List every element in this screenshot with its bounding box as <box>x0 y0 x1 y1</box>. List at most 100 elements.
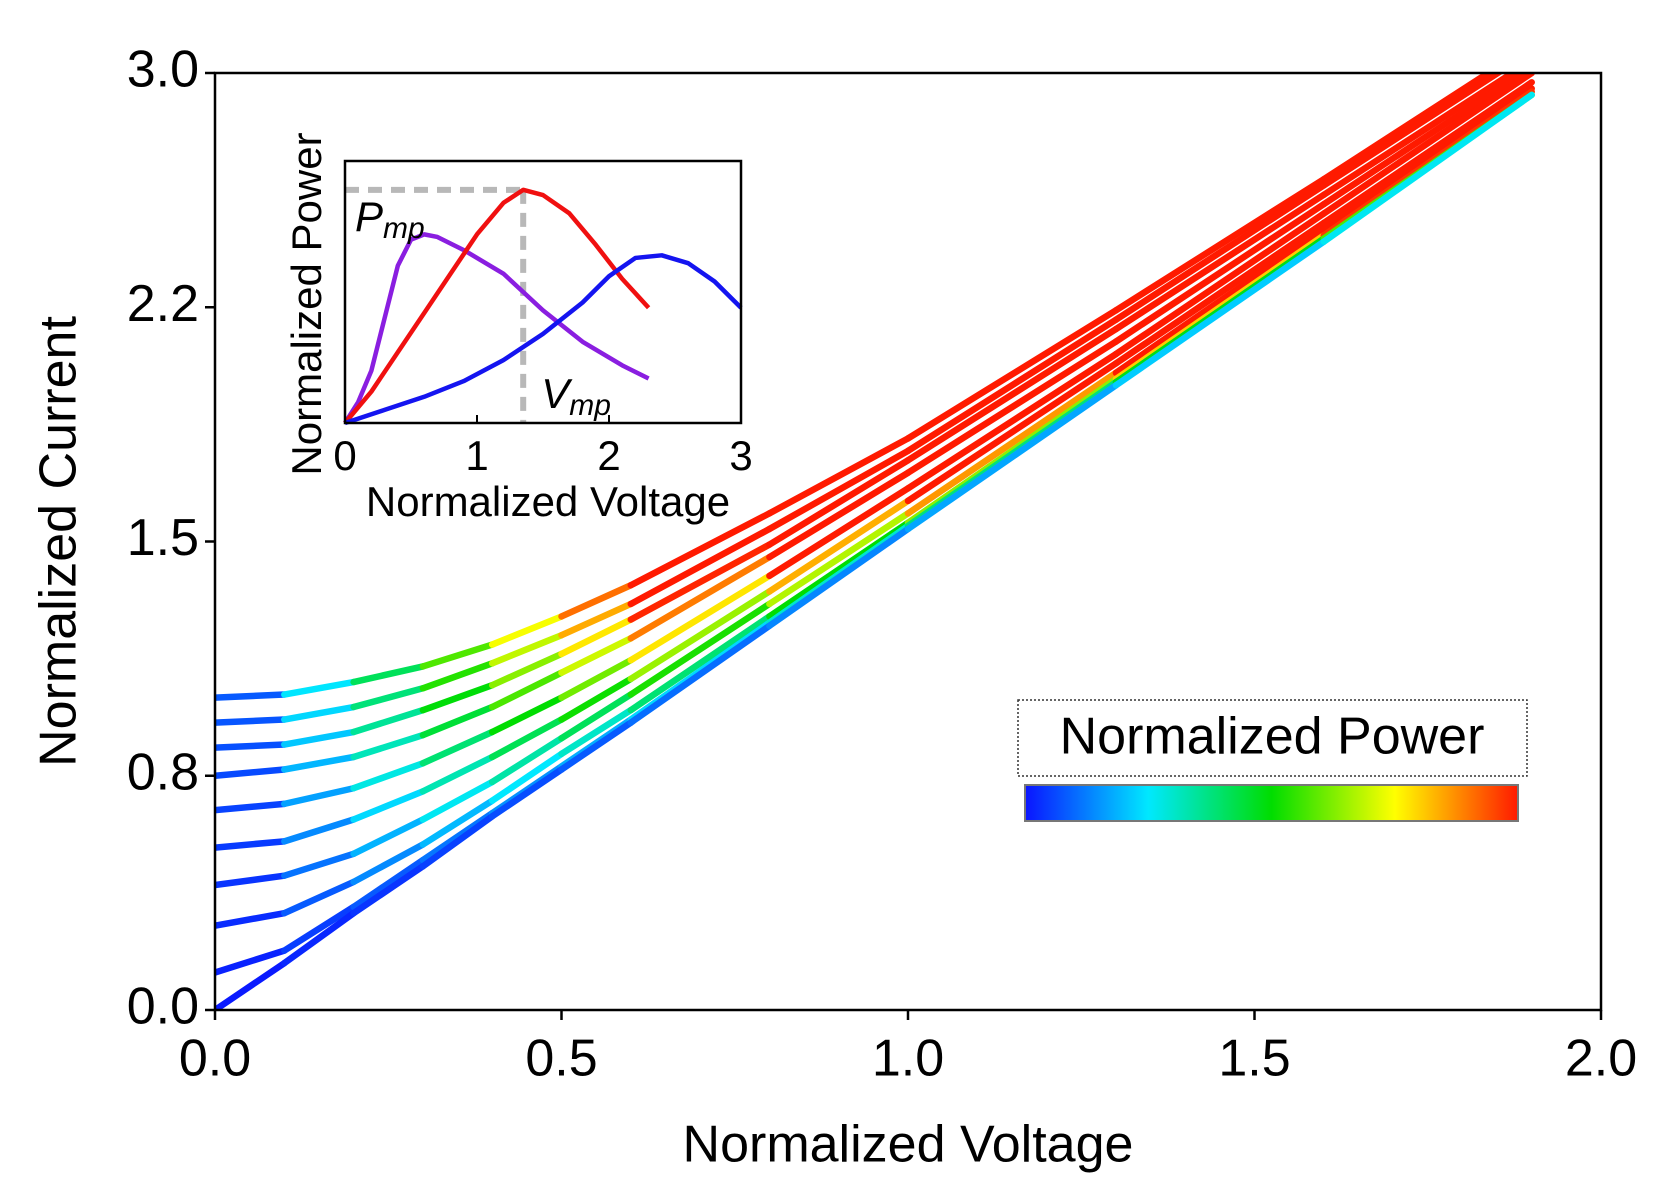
curve-segment <box>350 731 427 761</box>
curve-segment <box>904 360 1120 505</box>
curve-segment <box>350 856 427 911</box>
curve-segment <box>766 525 912 630</box>
inset-frame <box>343 159 743 425</box>
curve-segment <box>281 678 357 698</box>
curve-segment <box>904 307 1120 442</box>
curve-segment <box>281 703 357 723</box>
y-tick-label: 0.0 <box>127 978 199 1036</box>
curve-segment <box>419 641 496 670</box>
curve-segment <box>558 675 635 723</box>
curve-segment <box>1112 175 1328 314</box>
colorbar-title: Normalized Power <box>1060 708 1485 766</box>
curve-segment <box>558 706 635 758</box>
colorbar-title-box <box>1017 699 1528 777</box>
curve-segment <box>215 947 288 976</box>
curve-segment <box>350 706 427 736</box>
inset-line <box>343 187 651 425</box>
curve-segment <box>766 485 912 580</box>
curve-segment <box>1112 191 1328 333</box>
inset-background <box>345 161 741 423</box>
inset-x-tick-label: 3 <box>729 432 752 479</box>
curve-segment <box>558 656 635 701</box>
inset-x-tick-label: 2 <box>597 432 620 479</box>
curve-segment <box>558 719 635 773</box>
curve-segment <box>350 816 427 858</box>
curve-segment <box>350 760 427 792</box>
curve-segment <box>627 622 773 726</box>
annotation: Vmp <box>541 370 611 422</box>
curve-segment <box>215 872 288 889</box>
curve-segment <box>766 497 912 595</box>
curve-segment <box>627 510 773 589</box>
y-axis-label: Normalized Current <box>30 316 88 767</box>
curve-segment <box>215 838 288 851</box>
curve-segment <box>627 541 773 623</box>
annotation-subscript: mp <box>569 389 611 422</box>
curve-segment <box>419 660 496 692</box>
x-axis-label: Normalized Voltage <box>683 1116 1134 1174</box>
curve-segment <box>1112 210 1328 358</box>
inset-x-axis-label: Normalized Voltage <box>366 478 730 525</box>
curve-segment <box>904 369 1120 517</box>
y-tick-label: 1.5 <box>127 509 199 567</box>
curve-segment <box>1320 91 1535 245</box>
y-tick-label: 2.2 <box>127 275 199 333</box>
curve-segment <box>350 663 427 686</box>
curve-segment <box>627 600 773 698</box>
curve-segment <box>1320 79 1535 227</box>
annotation-text: P <box>355 193 383 240</box>
curve-segment <box>281 816 357 845</box>
curve-segment <box>281 850 357 879</box>
curve-segment <box>488 669 565 711</box>
curve-segment <box>281 728 357 748</box>
curve-segment <box>627 553 773 642</box>
curve-segment <box>904 382 1120 533</box>
x-tick-label: 2.0 <box>1565 1030 1637 1088</box>
curve-segment <box>419 728 496 767</box>
x-tick-label: 1.0 <box>872 1030 944 1088</box>
inset-x-tick-label: 0 <box>333 432 356 479</box>
curve-segment <box>1320 73 1535 217</box>
curve-segment <box>215 909 288 929</box>
x-tick-label: 1.5 <box>1218 1030 1290 1088</box>
curve-segment <box>627 613 773 714</box>
annotation: Pmp <box>355 193 425 245</box>
inset-x-tick-label: 1 <box>465 432 488 479</box>
curve-segment <box>419 797 496 848</box>
curve-segment <box>1320 73 1495 183</box>
curve-segment <box>419 778 496 823</box>
curve-segment <box>558 581 635 620</box>
curve-segment <box>904 350 1120 492</box>
curve-segment <box>904 316 1120 455</box>
curve-segment <box>1320 73 1529 208</box>
curve-segment <box>766 510 912 608</box>
curve-segment <box>1112 238 1328 389</box>
curve-segment <box>419 681 496 714</box>
curve-segment <box>1320 73 1519 199</box>
curve-segment <box>558 600 635 639</box>
curve-segment <box>281 903 357 954</box>
curve-segment <box>627 588 773 683</box>
curve-segment <box>215 691 288 701</box>
curve-segment <box>281 753 357 773</box>
annotation-text: V <box>541 370 573 417</box>
curve-segment <box>419 753 496 795</box>
curve-segment <box>488 716 565 761</box>
curve-segment <box>350 788 427 823</box>
curve-segment <box>766 457 912 548</box>
curve-segment <box>215 800 288 814</box>
curve-segment <box>766 435 912 517</box>
curve-segment <box>488 735 565 786</box>
curve-segment <box>1112 200 1328 345</box>
x-tick-label: 0.5 <box>525 1030 597 1088</box>
curve-segment <box>488 750 565 804</box>
curve-segment <box>350 685 427 711</box>
x-tick-label: 0.0 <box>179 1030 251 1088</box>
curve-segment <box>1112 182 1328 323</box>
curve-segment <box>558 691 635 742</box>
curve-segment <box>488 650 565 689</box>
colorbar <box>1024 784 1519 822</box>
curve-segment <box>558 616 635 658</box>
